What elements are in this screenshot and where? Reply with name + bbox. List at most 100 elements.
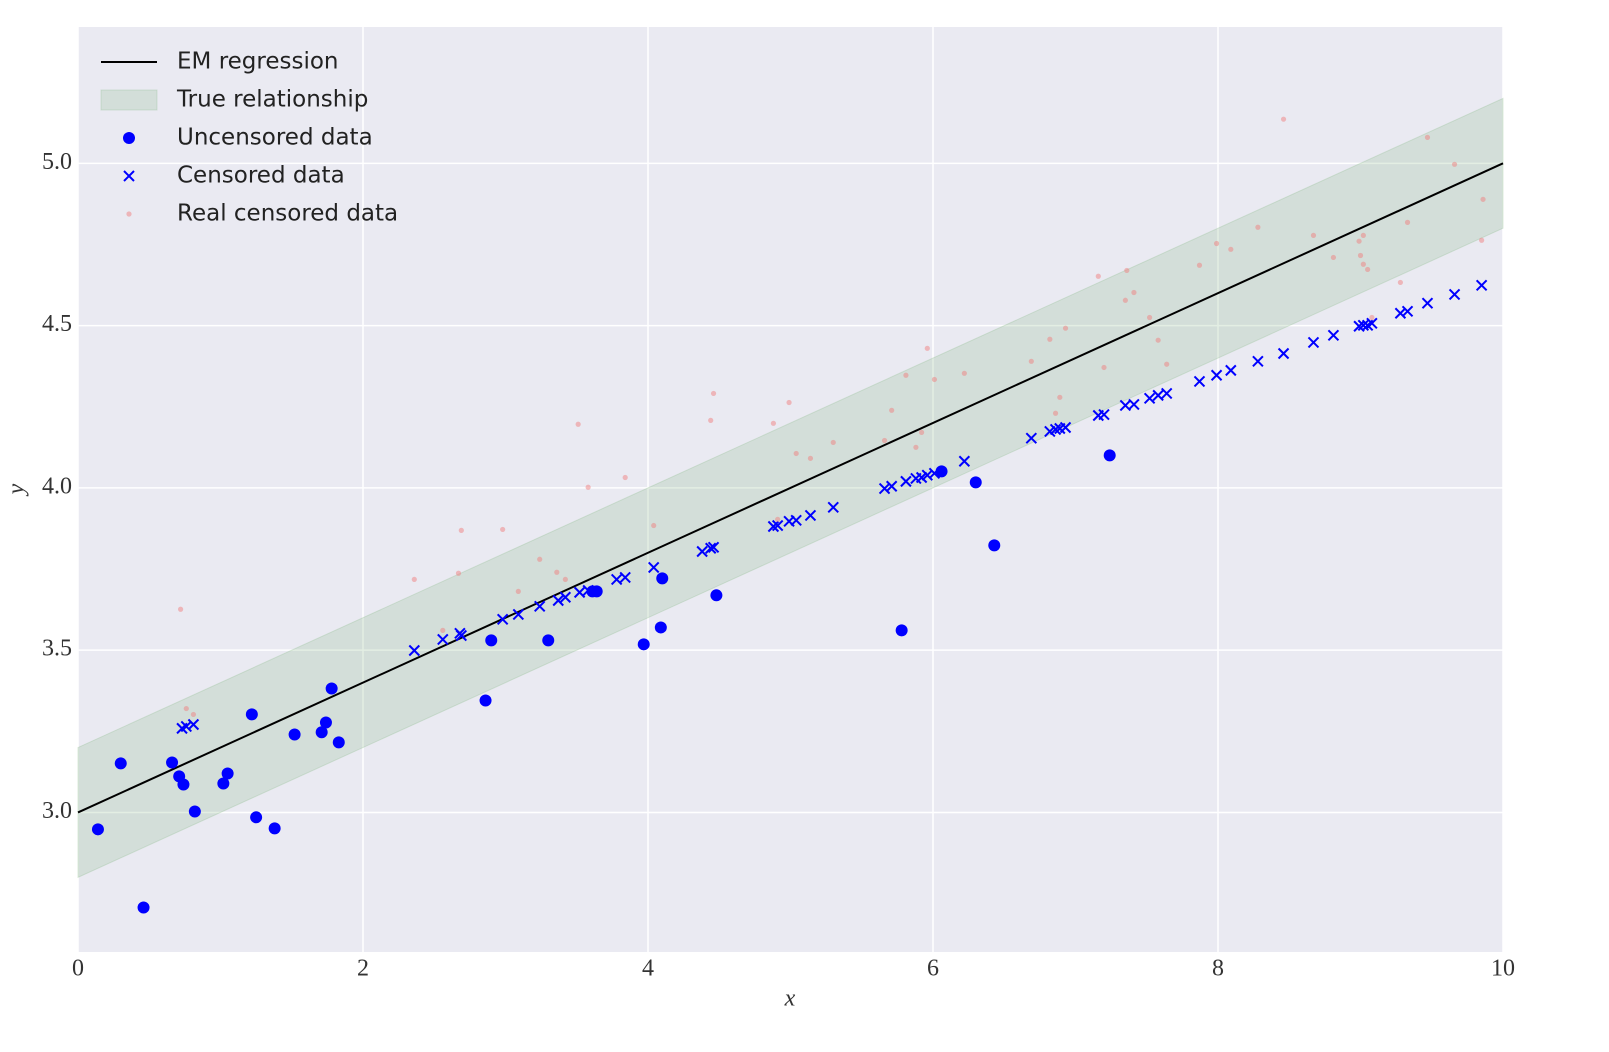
point — [619, 571, 631, 584]
point — [1307, 336, 1320, 349]
point — [1365, 266, 1371, 273]
point — [515, 588, 521, 595]
point — [696, 545, 708, 558]
point — [1131, 289, 1137, 296]
point — [793, 450, 799, 457]
point — [1277, 347, 1290, 360]
point — [770, 420, 777, 426]
point — [775, 516, 781, 522]
y-tick-label: 3.5 — [42, 636, 72, 662]
point — [903, 372, 909, 378]
point — [533, 600, 546, 613]
point — [411, 576, 417, 583]
point — [575, 421, 581, 427]
point — [1128, 398, 1140, 411]
point — [512, 608, 525, 621]
point — [786, 399, 792, 406]
point — [1401, 305, 1414, 318]
point — [559, 591, 572, 603]
point — [988, 539, 1001, 552]
point — [1213, 240, 1220, 247]
point — [455, 570, 462, 576]
point — [1047, 336, 1053, 342]
y-tick-label: 3.0 — [42, 798, 72, 824]
point — [552, 594, 564, 607]
point — [1360, 232, 1366, 238]
point — [137, 901, 150, 914]
point — [710, 390, 717, 397]
point — [1397, 279, 1403, 286]
y-tick-label: 5.0 — [42, 149, 72, 175]
point — [479, 694, 492, 707]
point — [585, 484, 591, 490]
point — [500, 526, 506, 533]
point — [325, 682, 338, 695]
point — [1310, 232, 1317, 238]
point — [1152, 389, 1164, 402]
point — [1451, 161, 1458, 167]
x-tick-label: 6 — [927, 956, 939, 982]
x-tick-label: 0 — [72, 956, 84, 982]
point — [1357, 319, 1370, 331]
point — [590, 585, 603, 598]
point — [1143, 392, 1156, 405]
x-tick-label: 2 — [357, 956, 369, 982]
point — [656, 572, 669, 585]
point — [969, 476, 982, 489]
point — [921, 469, 934, 481]
point — [221, 767, 234, 780]
point — [790, 514, 802, 527]
point — [878, 482, 891, 495]
point — [1049, 423, 1062, 436]
x-tick-label: 8 — [1212, 956, 1224, 982]
point — [582, 584, 594, 597]
point — [166, 756, 179, 769]
point — [408, 644, 421, 657]
point — [1124, 267, 1130, 274]
point — [807, 455, 814, 461]
point — [1369, 314, 1375, 321]
point — [1196, 262, 1203, 268]
x-axis-label: x — [784, 986, 796, 1012]
point — [1103, 449, 1116, 462]
point — [958, 455, 971, 467]
point — [1193, 375, 1206, 388]
point — [1357, 252, 1364, 259]
point — [651, 522, 657, 529]
legend-symbol — [126, 211, 132, 217]
y-tick-label: 4.0 — [42, 473, 72, 499]
point — [708, 417, 714, 423]
point — [1480, 196, 1486, 202]
y-axis-label: y — [4, 483, 30, 496]
point — [1360, 261, 1366, 267]
point — [889, 407, 895, 413]
point — [1098, 408, 1110, 421]
point — [1028, 358, 1034, 364]
point — [91, 823, 104, 836]
point — [315, 726, 328, 739]
x-tick-label: 10 — [1491, 956, 1515, 982]
point — [919, 429, 925, 435]
point — [1057, 394, 1063, 400]
point — [250, 811, 263, 824]
point — [1062, 325, 1069, 331]
point — [928, 467, 941, 479]
y-tick-label: 4.5 — [42, 311, 72, 337]
point — [188, 805, 201, 818]
point — [573, 586, 586, 599]
point — [542, 634, 555, 647]
point — [654, 621, 667, 634]
point — [707, 541, 720, 553]
point — [961, 370, 967, 376]
point — [562, 576, 568, 583]
point — [496, 613, 509, 626]
point — [1228, 246, 1234, 252]
point — [268, 822, 281, 835]
point — [885, 480, 898, 492]
point — [319, 716, 332, 729]
point — [485, 634, 498, 647]
point — [1280, 116, 1287, 122]
point — [455, 629, 468, 642]
